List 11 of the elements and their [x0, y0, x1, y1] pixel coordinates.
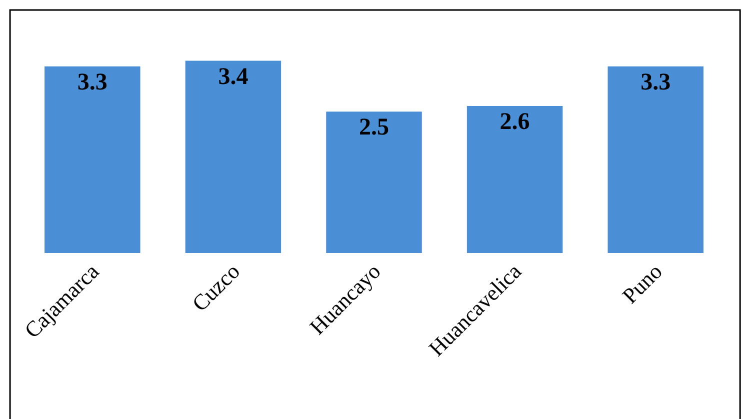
bar	[44, 66, 140, 253]
x-tick-label: Puno	[617, 258, 667, 308]
data-label: 3.3	[640, 69, 671, 96]
data-label: 3.4	[218, 64, 248, 90]
data-label: 2.6	[500, 109, 530, 135]
bar	[608, 66, 704, 253]
data-label: 3.3	[77, 69, 108, 96]
bar	[185, 60, 282, 253]
bar	[466, 106, 563, 253]
bar	[326, 112, 422, 253]
data-label: 2.5	[359, 114, 389, 141]
